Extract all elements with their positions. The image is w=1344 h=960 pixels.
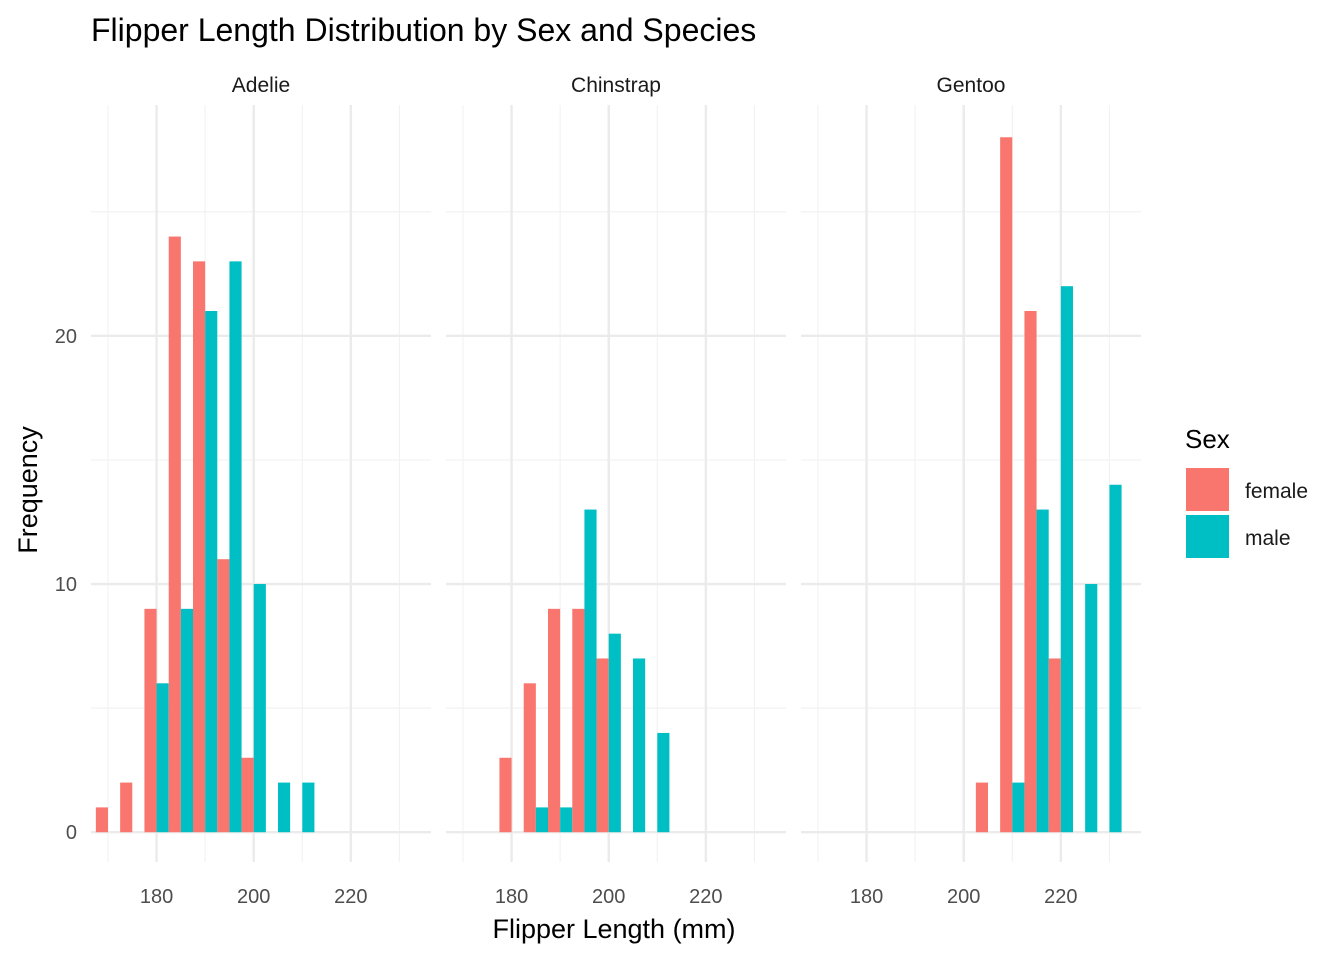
bar-male — [1012, 782, 1025, 833]
bar-female — [120, 782, 133, 833]
bar-female — [596, 658, 609, 833]
y-tick-label: 20 — [55, 326, 77, 348]
bar-male — [302, 782, 315, 833]
bar-male — [229, 261, 242, 833]
legend-label: male — [1245, 527, 1291, 550]
panel-chinstrap: Chinstrap 180 200 220 — [446, 74, 786, 908]
x-tick-label: 180 — [140, 886, 173, 908]
x-tick-label: 180 — [850, 886, 883, 908]
bar-male — [156, 683, 169, 833]
x-tick-label: 220 — [689, 886, 722, 908]
bar-female — [1024, 311, 1037, 833]
bar-female — [548, 608, 561, 833]
bar-female — [193, 261, 206, 833]
legend-swatch — [1186, 468, 1229, 511]
bar-male — [180, 608, 193, 833]
bar-male — [253, 584, 266, 833]
bar-female — [217, 559, 230, 833]
bar-female — [572, 608, 585, 833]
bar-male — [1085, 584, 1098, 833]
facet-label: Adelie — [232, 74, 290, 97]
legend: Sex female male — [1185, 424, 1308, 558]
bar-female — [95, 807, 108, 833]
panel-adelie: Adelie 180 200 220 — [91, 74, 431, 908]
bar-male — [535, 807, 548, 833]
bar-male — [205, 311, 218, 833]
x-axis-title: Flipper Length (mm) — [492, 914, 735, 944]
bar-female — [168, 236, 181, 833]
bar-male — [1109, 484, 1122, 833]
x-tick-label: 220 — [1044, 886, 1077, 908]
y-tick-label: 0 — [66, 822, 77, 844]
bar-female — [1000, 137, 1013, 833]
bar-male — [584, 509, 597, 833]
bar-female — [499, 757, 512, 833]
bar-male — [560, 807, 573, 833]
bar-female — [241, 757, 254, 833]
x-tick-label: 200 — [947, 886, 980, 908]
bar-male — [633, 658, 646, 833]
legend-swatch — [1186, 515, 1229, 558]
bar-male — [278, 782, 291, 833]
bar-female — [523, 683, 536, 833]
bar-female — [975, 782, 988, 833]
bars — [95, 236, 315, 833]
panel-gentoo: Gentoo 180 200 220 — [801, 74, 1141, 908]
legend-item-male: male — [1186, 515, 1291, 558]
y-tick-label: 10 — [55, 574, 77, 596]
x-tick-label: 200 — [237, 886, 270, 908]
bars — [975, 137, 1122, 833]
facet-label: Chinstrap — [571, 74, 661, 97]
bar-male — [1060, 286, 1073, 833]
y-axis-title: Frequency — [13, 426, 43, 554]
bars — [499, 509, 670, 833]
chart-title: Flipper Length Distribution by Sex and S… — [91, 12, 756, 48]
bar-male — [608, 633, 621, 833]
x-tick-label: 180 — [495, 886, 528, 908]
facet-label: Gentoo — [937, 74, 1006, 97]
legend-title: Sex — [1185, 424, 1230, 454]
x-tick-label: 220 — [334, 886, 367, 908]
bar-male — [657, 732, 670, 833]
legend-label: female — [1245, 480, 1308, 503]
bar-female — [1048, 658, 1061, 833]
legend-item-female: female — [1186, 468, 1308, 511]
bar-male — [1036, 509, 1049, 833]
x-tick-label: 200 — [592, 886, 625, 908]
bar-female — [144, 608, 157, 833]
